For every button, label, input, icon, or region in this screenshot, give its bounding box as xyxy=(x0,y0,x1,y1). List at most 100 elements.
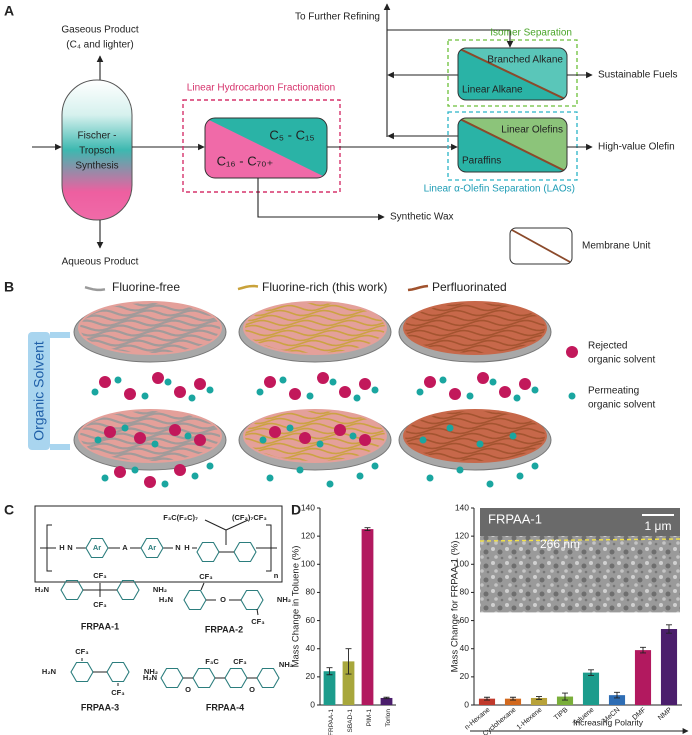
group-label: H₂N xyxy=(159,595,173,604)
fibers xyxy=(405,303,545,353)
group-label: NH₂ xyxy=(277,595,291,604)
permeating-molecule xyxy=(161,480,169,488)
error-bar xyxy=(588,669,594,676)
x-tick-label: FRPAA-1 xyxy=(328,709,335,735)
group-label: O xyxy=(249,685,255,694)
lao-title: Linear α-Olefin Separation (LAOs) xyxy=(424,184,575,195)
fiber xyxy=(80,339,220,347)
ring xyxy=(160,667,184,689)
repeat-unit-label: (CF₂)₇CF₃ xyxy=(232,513,267,522)
y-tick-label: 60 xyxy=(460,615,470,625)
bar xyxy=(504,698,522,705)
heavy-fraction: C₁₆ - C₇₀₊ xyxy=(217,153,274,168)
rejected-molecule xyxy=(334,424,346,436)
unit-outline xyxy=(204,117,328,179)
y-tick-label: 0 xyxy=(464,699,469,709)
rejected-molecule xyxy=(134,432,146,444)
group-label: NH₂ xyxy=(153,585,167,594)
unit-outline xyxy=(457,47,568,101)
permeating-molecule xyxy=(356,472,364,480)
aqueous-product: Aqueous Product xyxy=(62,257,139,268)
rejected-molecule xyxy=(174,464,186,476)
y-tick-label: 120 xyxy=(301,530,315,540)
bar xyxy=(582,672,600,705)
permeating-label: Permeating xyxy=(588,386,639,397)
permeating-molecule xyxy=(416,388,424,396)
permeating-molecule xyxy=(486,480,494,488)
error-bar xyxy=(536,696,542,700)
bar xyxy=(323,671,336,705)
legend-label: Fluorine-free xyxy=(112,280,180,294)
rejected-molecule xyxy=(359,378,371,390)
group-label: H₂N xyxy=(42,667,56,676)
repeat-unit-label: F₃C(F₂C)₇ xyxy=(163,513,198,522)
group-label: F₃C xyxy=(205,657,219,666)
y-tick-label: 40 xyxy=(460,643,470,653)
ring xyxy=(224,667,248,689)
monomer-name: FRPAA-1 xyxy=(81,621,119,631)
panel-label: B xyxy=(4,279,14,295)
monomer-name: FRPAA-3 xyxy=(81,702,119,712)
repeat-unit-label: Ar xyxy=(93,543,101,552)
group-label: O xyxy=(185,685,191,694)
group-label: CF₃ xyxy=(111,688,125,697)
ring xyxy=(256,667,280,689)
monomer-name: FRPAA-2 xyxy=(205,624,243,634)
group-label: H₂N xyxy=(35,585,49,594)
ring xyxy=(106,661,130,683)
bar xyxy=(342,661,355,705)
rejected-label: Rejected xyxy=(588,341,627,352)
reactor-label: Tropsch xyxy=(79,146,115,157)
bond xyxy=(256,608,259,616)
permeating-molecule xyxy=(489,378,497,386)
unit-outline xyxy=(457,117,568,173)
y-tick-label: 60 xyxy=(306,615,316,625)
reactor xyxy=(61,79,133,221)
fiber xyxy=(80,334,220,342)
y-tick-label: 40 xyxy=(306,643,316,653)
sem-top xyxy=(480,508,680,536)
fractionation-unit xyxy=(205,118,327,178)
fiber xyxy=(245,309,385,317)
permeating-molecule xyxy=(164,378,172,386)
arrow xyxy=(257,178,385,221)
rejected-molecule xyxy=(169,424,181,436)
y-tick-label: 80 xyxy=(306,587,316,597)
error-bar xyxy=(614,691,620,699)
legend-label: Perfluorinated xyxy=(432,280,507,294)
repeat-unit-label: A xyxy=(122,543,128,552)
rejected-molecule xyxy=(519,378,531,390)
y-tick-label: 140 xyxy=(301,502,315,512)
legend-fiber xyxy=(407,284,429,292)
ring xyxy=(240,589,264,611)
permeating-molecule xyxy=(259,436,267,444)
permeating-molecule xyxy=(191,472,199,480)
rejected-molecule xyxy=(499,386,511,398)
error-bar xyxy=(326,667,333,676)
bar xyxy=(361,529,374,705)
rejected-molecule xyxy=(104,426,116,438)
rejected-molecule xyxy=(339,386,351,398)
group-label: NH₂ xyxy=(144,667,158,676)
bar xyxy=(478,698,496,705)
bar xyxy=(634,650,652,705)
group-label: CF₃ xyxy=(251,617,265,626)
ring xyxy=(116,579,140,601)
fiber xyxy=(405,314,545,322)
fiber xyxy=(80,319,220,327)
fiber xyxy=(80,422,220,430)
permeating-molecule xyxy=(184,432,192,440)
fiber xyxy=(405,442,545,450)
y-tick-label: 140 xyxy=(455,502,469,512)
legend-fiber xyxy=(84,285,106,292)
permeating-molecule xyxy=(188,394,196,402)
permeating-molecule xyxy=(476,440,484,448)
surface-line xyxy=(479,538,681,542)
rejected-molecule xyxy=(269,426,281,438)
lao-box xyxy=(447,111,578,181)
x-axis-title: Increasing Polarity xyxy=(573,717,644,727)
fiber xyxy=(245,427,385,435)
ring xyxy=(196,541,220,563)
rejected-molecule xyxy=(424,376,436,388)
error-bar xyxy=(640,646,646,654)
